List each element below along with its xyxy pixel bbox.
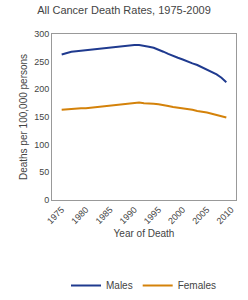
svg-text:1995: 1995 xyxy=(142,205,163,226)
svg-text:1985: 1985 xyxy=(93,205,114,226)
svg-text:2005: 2005 xyxy=(190,205,211,226)
svg-text:50: 50 xyxy=(39,167,49,177)
svg-text:Deaths per 100,000 persons: Deaths per 100,000 persons xyxy=(18,54,29,180)
svg-text:2010: 2010 xyxy=(215,205,236,226)
svg-text:1975: 1975 xyxy=(45,205,66,226)
svg-text:Females: Females xyxy=(178,280,216,291)
svg-text:150: 150 xyxy=(34,112,49,122)
svg-text:Year of Death: Year of Death xyxy=(114,228,175,239)
svg-text:1980: 1980 xyxy=(69,205,90,226)
svg-text:1990: 1990 xyxy=(118,205,139,226)
svg-text:100: 100 xyxy=(34,140,49,150)
svg-text:300: 300 xyxy=(34,29,49,39)
svg-text:200: 200 xyxy=(34,84,49,94)
svg-text:All Cancer Death Rates, 1975-2: All Cancer Death Rates, 1975-2009 xyxy=(37,4,211,16)
svg-text:2000: 2000 xyxy=(166,205,187,226)
svg-text:0: 0 xyxy=(44,195,49,205)
svg-text:Males: Males xyxy=(106,280,133,291)
svg-text:250: 250 xyxy=(34,57,49,67)
